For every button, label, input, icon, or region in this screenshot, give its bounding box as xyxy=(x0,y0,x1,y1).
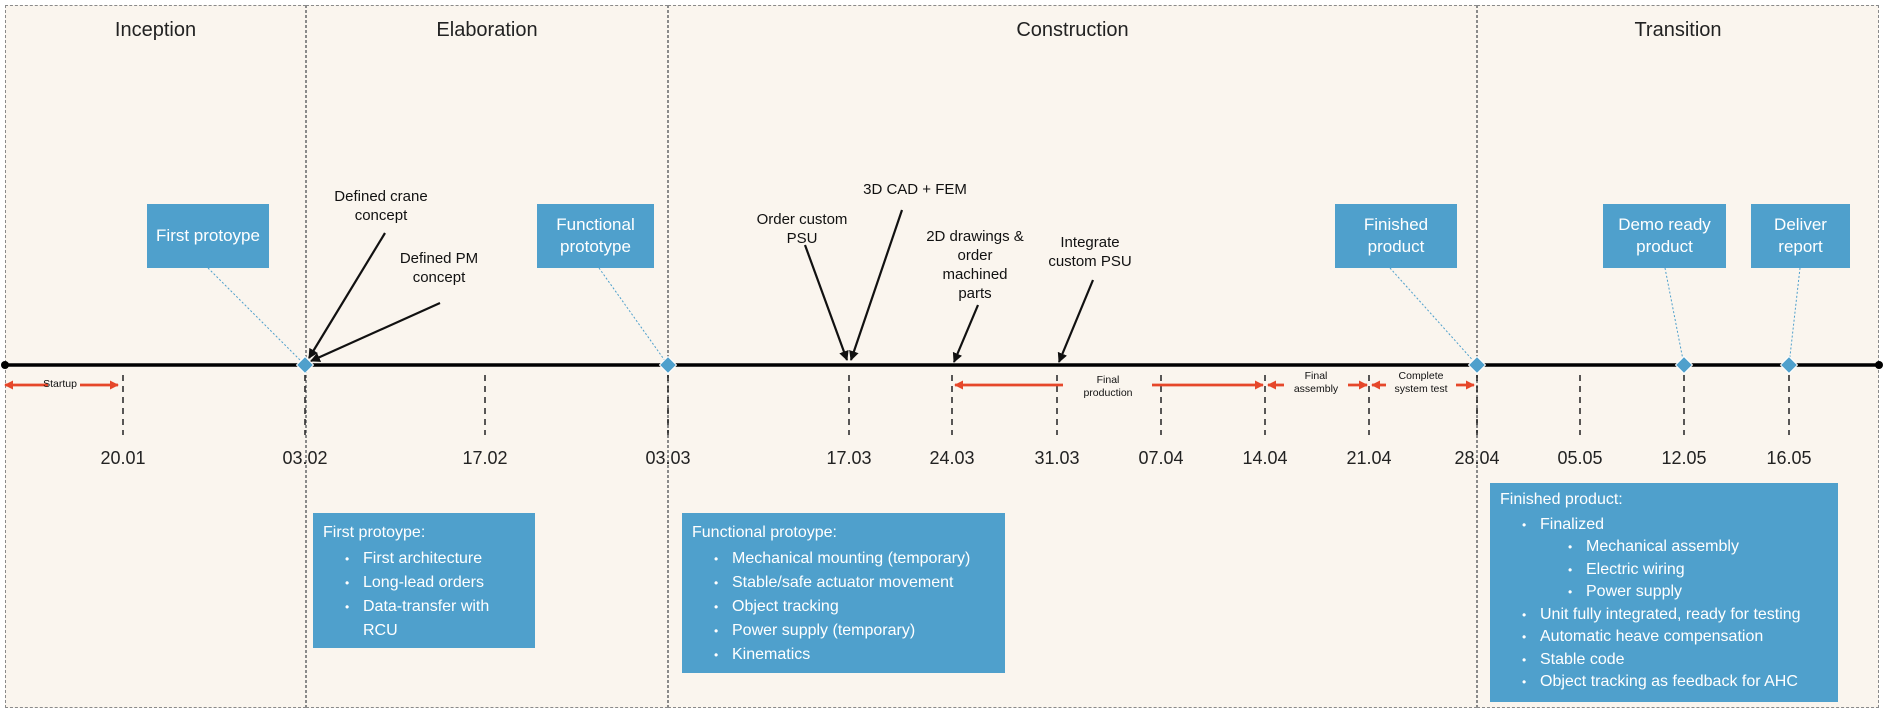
panel-title: Functional protoype: xyxy=(692,521,995,545)
date-label: 03.03 xyxy=(628,448,708,469)
milestone-demo-ready: Demo ready product xyxy=(1603,204,1726,268)
panel-title: First protoype: xyxy=(323,521,525,545)
milestone-first-prototype: First protoype xyxy=(147,204,269,268)
date-label: 14.04 xyxy=(1225,448,1305,469)
date-label: 17.03 xyxy=(809,448,889,469)
date-label: 20.01 xyxy=(83,448,163,469)
date-label: 21.04 xyxy=(1329,448,1409,469)
arrow-integrate-psu xyxy=(1059,280,1093,362)
milestone-diamond xyxy=(660,357,677,374)
date-label: 07.04 xyxy=(1121,448,1201,469)
annotation-integrate-psu: Integrate custom PSU xyxy=(1047,233,1133,271)
panel-subitem: Mechanical assembly xyxy=(1500,536,1828,559)
annotation-defined-pm: Defined PM concept xyxy=(393,249,485,287)
date-label: 12.05 xyxy=(1644,448,1724,469)
panel-item: Finalized xyxy=(1500,514,1828,537)
panel-subitem: Power supply xyxy=(1500,581,1828,604)
duration-system-test: Complete system test xyxy=(1388,370,1454,396)
panel-list: Mechanical mounting (temporary) Stable/s… xyxy=(692,547,995,667)
date-label: 17.02 xyxy=(445,448,525,469)
annotation-order-psu: Order custom PSU xyxy=(742,210,862,248)
date-label: 05.05 xyxy=(1540,448,1620,469)
panel-item: Kinematics xyxy=(692,643,995,667)
timeline-start-cap xyxy=(1,361,9,369)
date-label: 16.05 xyxy=(1749,448,1829,469)
milestone-diamond xyxy=(1781,357,1798,374)
panel-item: Stable code xyxy=(1500,649,1828,672)
panel-item: First architecture xyxy=(323,547,525,571)
duration-final-production: Final production xyxy=(1075,374,1141,400)
panel-item: Stable/safe actuator movement xyxy=(692,571,995,595)
date-label: 24.03 xyxy=(912,448,992,469)
arrow-drawings xyxy=(954,305,978,362)
panel-item: Object tracking xyxy=(692,595,995,619)
panel-list: First architecture Long-lead orders Data… xyxy=(323,547,525,643)
panel-item: Unit fully integrated, ready for testing xyxy=(1500,604,1828,627)
panel-item: Object tracking as feedback for AHC xyxy=(1500,671,1828,694)
panel-title: Finished product: xyxy=(1500,489,1828,512)
milestone-functional-prototype: Functional prototype xyxy=(537,204,654,268)
panel-functional-prototype: Functional protoype: Mechanical mounting… xyxy=(682,513,1005,673)
panel-item: Mechanical mounting (temporary) xyxy=(692,547,995,571)
milestone-finished-product: Finished product xyxy=(1335,204,1457,268)
arrow-order-psu xyxy=(805,245,847,360)
date-label: 31.03 xyxy=(1017,448,1097,469)
panel-item: Data-transfer with RCU xyxy=(323,595,525,643)
milestone-diamond xyxy=(1676,357,1693,374)
duration-startup: Startup xyxy=(38,378,82,391)
date-label: 28.04 xyxy=(1437,448,1517,469)
duration-final-assembly: Final assembly xyxy=(1288,370,1344,396)
panel-subitem: Electric wiring xyxy=(1500,559,1828,582)
annotation-cad-fem: 3D CAD + FEM xyxy=(850,180,980,199)
panel-finished-product: Finished product: Finalized Mechanical a… xyxy=(1490,483,1838,702)
arrow-defined-crane xyxy=(309,233,385,358)
panel-list: Finalized Mechanical assembly Electric w… xyxy=(1500,514,1828,694)
date-label: 03.02 xyxy=(265,448,345,469)
panel-item: Automatic heave compensation xyxy=(1500,626,1828,649)
arrow-defined-pm xyxy=(311,303,440,361)
annotation-defined-crane: Defined crane concept xyxy=(327,187,435,225)
panel-item: Power supply (temporary) xyxy=(692,619,995,643)
panel-item: Long-lead orders xyxy=(323,571,525,595)
milestone-deliver-report: Deliver report xyxy=(1751,204,1850,268)
panel-first-prototype: First protoype: First architecture Long-… xyxy=(313,513,535,648)
annotation-drawings: 2D drawings & order machined parts xyxy=(925,227,1025,303)
timeline-end-cap xyxy=(1875,361,1883,369)
